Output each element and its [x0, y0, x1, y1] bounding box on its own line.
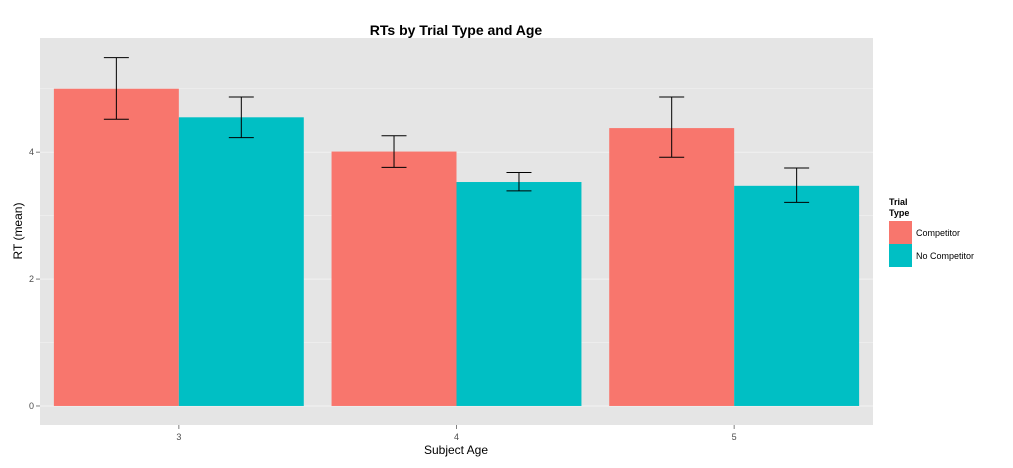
y-axis-title: RT (mean) — [11, 203, 25, 260]
x-tick-label: 5 — [732, 432, 737, 442]
y-axis: 0 2 4 — [29, 147, 40, 411]
errorbar-competitor-4 — [381, 135, 407, 168]
legend-label-no-competitor: No Competitor — [916, 251, 974, 261]
bars — [53, 88, 860, 406]
error-bars — [103, 57, 810, 203]
bar-no-competitor-4 — [456, 182, 582, 406]
legend-key-no-competitor — [889, 244, 912, 267]
legend-title-line-2: Type — [889, 208, 909, 218]
legend-label-competitor: Competitor — [916, 228, 960, 238]
y-tick-label: 4 — [29, 147, 34, 157]
chart-title: RTs by Trial Type and Age — [370, 22, 543, 38]
x-tick-label: 4 — [454, 432, 459, 442]
x-tick-label: 3 — [176, 432, 181, 442]
bar-competitor-4 — [331, 151, 457, 406]
bar-competitor-5 — [609, 128, 735, 406]
x-axis-title: Subject Age — [424, 443, 488, 457]
y-tick-label: 2 — [29, 274, 34, 284]
errorbar-no-competitor-4 — [506, 171, 532, 192]
errorbar-competitor-5 — [659, 96, 685, 158]
bar-no-competitor-5 — [734, 185, 860, 406]
x-axis: 3 4 5 — [176, 425, 737, 442]
bar-competitor-3 — [53, 88, 179, 406]
legend-key-competitor — [889, 221, 912, 244]
errorbar-competitor-3 — [103, 57, 129, 120]
legend-title-line-1: Trial — [889, 197, 908, 207]
bar-no-competitor-3 — [178, 117, 304, 406]
errorbar-no-competitor-5 — [784, 167, 810, 203]
legend: Trial Type Competitor No Competitor — [889, 197, 974, 267]
y-tick-label: 0 — [29, 401, 34, 411]
errorbar-no-competitor-3 — [228, 96, 254, 139]
legend-title: Trial Type — [889, 197, 910, 218]
